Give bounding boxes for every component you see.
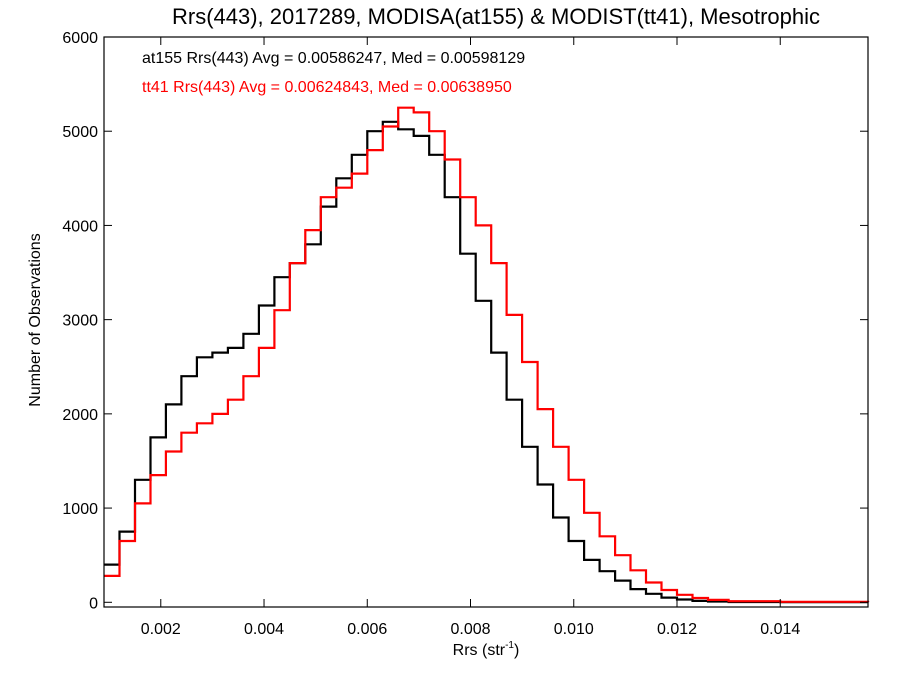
x-axis-label-superscript: -1 [505, 640, 514, 651]
y-tick-label: 1000 [62, 501, 98, 518]
legend-entry-at155: at155 Rrs(443) Avg = 0.00586247, Med = 0… [142, 50, 525, 67]
x-axis-label-main: Rrs (str [453, 642, 506, 659]
y-axis-label: Number of Observations [27, 233, 44, 406]
series-tt41-histogram [104, 106, 870, 603]
y-tick-label: 4000 [62, 218, 98, 235]
y-axis: 0 1000 2000 3000 4000 5000 6000 [62, 30, 868, 612]
x-tick-label: 0.014 [760, 621, 800, 638]
x-tick-label: 0.002 [141, 621, 181, 638]
x-tick-label: 0.012 [657, 621, 697, 638]
x-tick-label: 0.008 [450, 621, 490, 638]
series-at155-histogram [104, 120, 870, 604]
x-axis-label: Rrs (str-1) [453, 640, 520, 659]
x-tick-label: 0.004 [244, 621, 284, 638]
y-tick-label: 6000 [62, 30, 98, 47]
y-tick-label: 5000 [62, 124, 98, 141]
y-tick-label: 2000 [62, 407, 98, 424]
y-tick-label: 0 [89, 595, 98, 612]
x-tick-label: 0.010 [554, 621, 594, 638]
series-layer [104, 106, 870, 604]
x-axis: 0.002 0.004 0.006 0.008 0.010 0.012 0.014 [141, 37, 800, 638]
legend-entry-tt41: tt41 Rrs(443) Avg = 0.00624843, Med = 0.… [142, 79, 512, 96]
plot-frame [103, 36, 869, 608]
x-tick-label: 0.006 [347, 621, 387, 638]
x-axis-label-close: ) [514, 642, 519, 659]
y-tick-label: 3000 [62, 313, 98, 330]
chart-title: Rrs(443), 2017289, MODISA(at155) & MODIS… [172, 4, 820, 29]
